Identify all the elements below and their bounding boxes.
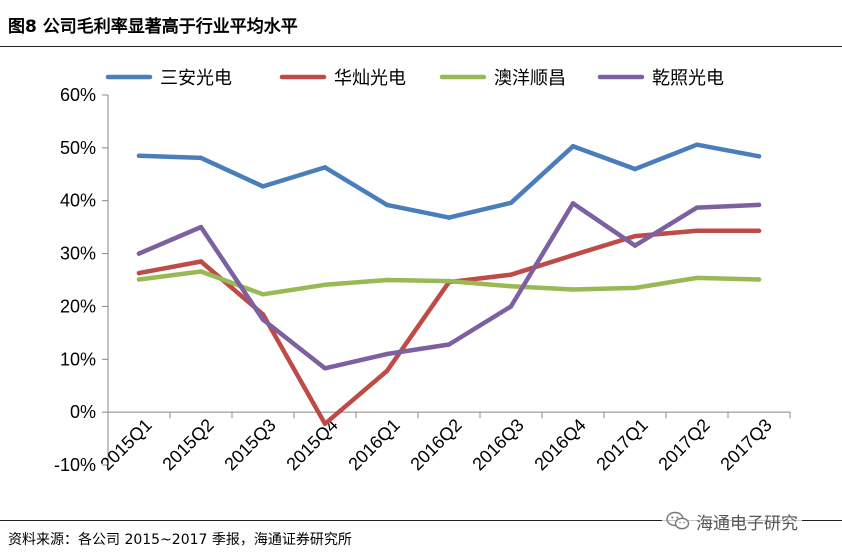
data-point xyxy=(322,282,328,288)
x-tick-label: 2015Q3 xyxy=(220,415,279,474)
data-point xyxy=(694,142,700,147)
series-line-三安光电 xyxy=(136,142,762,220)
series-line-华灿光电 xyxy=(136,228,762,427)
y-tick-label: 60% xyxy=(60,85,96,105)
y-tick-label: 30% xyxy=(60,244,96,264)
x-tick-label: 2017Q2 xyxy=(654,415,713,474)
data-point xyxy=(570,144,576,149)
data-point xyxy=(446,215,452,220)
y-tick-label: -10% xyxy=(54,455,96,475)
x-tick-label: 2016Q4 xyxy=(530,415,589,474)
chart-legend: 三安光电 华灿光电 澳洋顺昌 乾照光电 xyxy=(105,68,724,89)
legend-label: 澳洋顺昌 xyxy=(494,68,566,89)
line-chart: 三安光电 华灿光电 澳洋顺昌 乾照光电 -10% 0% 10% 20% 30% 40% 50% 60… xyxy=(54,68,791,475)
data-point xyxy=(136,277,142,282)
data-point xyxy=(198,269,204,274)
data-point xyxy=(632,166,638,172)
data-point xyxy=(632,233,638,239)
x-tick-label: 2015Q1 xyxy=(96,415,155,474)
data-point xyxy=(570,252,576,258)
data-point xyxy=(694,205,700,210)
x-tick-label: 2016Q2 xyxy=(406,415,465,474)
legend-label: 华灿光电 xyxy=(334,68,406,89)
figure-title: 图8 公司毛利率显著高于行业平均水平 xyxy=(8,17,298,37)
figure-header: 图8 公司毛利率显著高于行业平均水平 xyxy=(0,0,842,47)
data-point xyxy=(260,184,266,189)
x-tick-label: 2016Q3 xyxy=(468,415,527,474)
data-point xyxy=(136,153,142,159)
series-layer xyxy=(136,142,762,427)
data-point xyxy=(260,292,266,297)
data-point xyxy=(136,270,142,276)
data-point xyxy=(322,165,328,170)
data-point xyxy=(756,154,762,159)
legend-label: 三安光电 xyxy=(160,68,232,89)
data-point xyxy=(632,285,638,291)
data-point xyxy=(198,224,204,230)
legend-label: 乾照光电 xyxy=(652,68,724,89)
data-point xyxy=(694,275,700,281)
data-point xyxy=(508,200,514,206)
watermark-text: 海通电子研究 xyxy=(696,513,798,534)
data-point xyxy=(570,287,576,292)
data-point xyxy=(446,278,452,284)
x-axis: 2015Q1 2015Q2 2015Q3 2015Q4 2016Q1 2016Q2 2016… xyxy=(96,411,791,474)
x-tick-label: 2017Q3 xyxy=(716,415,775,474)
data-point xyxy=(136,251,142,256)
data-point xyxy=(384,351,390,357)
x-tick-label: 2017Q1 xyxy=(592,415,651,474)
data-point xyxy=(508,272,514,277)
y-axis: -10% 0% 10% 20% 30% 40% 50% 60% xyxy=(54,85,109,475)
data-point xyxy=(322,421,328,427)
y-tick-label: 40% xyxy=(60,191,96,211)
data-point xyxy=(756,277,762,282)
data-point xyxy=(384,368,390,374)
y-tick-label: 10% xyxy=(60,349,96,369)
x-tick-label: 2016Q1 xyxy=(344,415,403,474)
data-point xyxy=(632,243,638,248)
source-note: 资料来源：各公司 2015~2017 季报，海通证券研究所 xyxy=(8,532,352,548)
data-point xyxy=(446,342,452,347)
data-point xyxy=(508,304,514,309)
wechat-icon xyxy=(666,511,690,530)
data-point xyxy=(384,202,390,208)
y-tick-label: 50% xyxy=(60,138,96,158)
data-point xyxy=(570,201,576,206)
data-point xyxy=(756,202,762,208)
watermark: 海通电子研究 xyxy=(662,508,802,534)
data-point xyxy=(322,366,328,371)
footer-divider xyxy=(0,520,842,521)
y-tick-label: 20% xyxy=(60,296,96,316)
data-point xyxy=(198,155,204,161)
data-point xyxy=(198,259,204,264)
x-tick-label: 2015Q2 xyxy=(158,415,217,474)
y-tick-label: 0% xyxy=(70,402,96,422)
data-point xyxy=(508,284,514,289)
data-point xyxy=(694,228,700,234)
data-point xyxy=(384,277,390,283)
x-tick-label: 2015Q4 xyxy=(282,415,341,474)
data-point xyxy=(756,228,762,234)
data-point xyxy=(260,317,266,322)
